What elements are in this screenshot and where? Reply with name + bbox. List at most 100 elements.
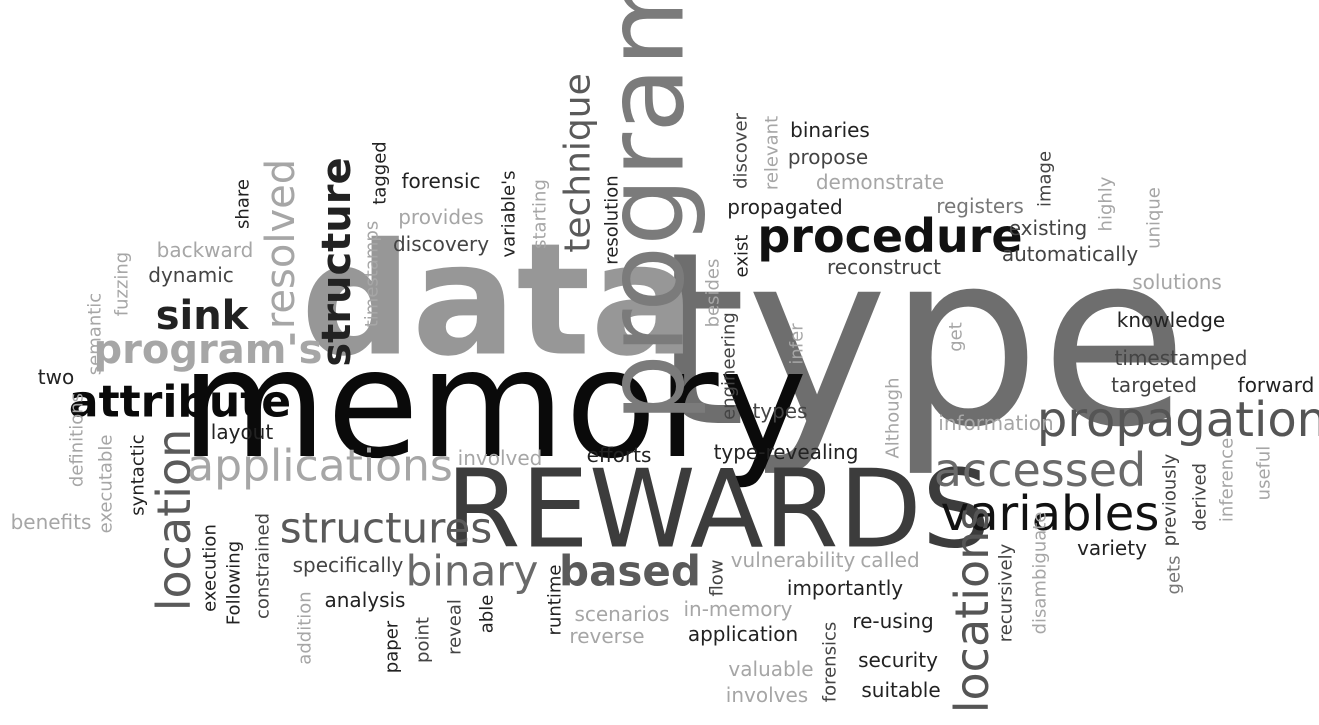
word-get: get: [946, 322, 967, 352]
word-vulnerability: vulnerability: [731, 548, 856, 572]
word-infer: infer: [787, 323, 808, 365]
word-provides: provides: [398, 205, 484, 229]
word-in-memory: in-memory: [683, 597, 792, 621]
word-following: Following: [224, 541, 245, 625]
word-based: based: [559, 547, 701, 596]
word-program-s: program's: [94, 327, 323, 373]
word-application: application: [688, 622, 798, 646]
word-structure: structure: [314, 157, 360, 366]
word-scenarios: scenarios: [574, 602, 669, 626]
word-reverse: reverse: [569, 624, 644, 648]
word-syntactic: syntactic: [128, 434, 149, 515]
word-flow: flow: [707, 559, 728, 596]
word-derived: derived: [1190, 463, 1211, 531]
word-accessed: accessed: [934, 443, 1147, 497]
word-although: Although: [883, 377, 904, 458]
word-called: called: [860, 548, 919, 572]
word-sink: sink: [156, 293, 250, 339]
word-reveal: reveal: [445, 599, 466, 655]
word-involves: involves: [726, 683, 808, 707]
word-definitions: definitions: [67, 393, 88, 487]
word-memory: memory: [181, 318, 808, 492]
word-highly: highly: [1096, 176, 1117, 231]
word-resolution: resolution: [602, 175, 623, 264]
word-useful: useful: [1254, 446, 1275, 501]
word-specifically: specifically: [293, 553, 404, 577]
word-semantic: semantic: [85, 293, 106, 375]
word-discover: discover: [731, 112, 752, 188]
word-unique: unique: [1144, 187, 1165, 249]
word-information: information: [938, 411, 1053, 435]
word-solutions: solutions: [1132, 270, 1222, 294]
word-existing: existing: [1009, 216, 1088, 240]
word-variable-s: variable's: [499, 171, 520, 258]
word-disambiguate: disambiguate: [1030, 512, 1051, 635]
word-share: share: [233, 179, 254, 229]
word-engineering: engineering: [719, 312, 740, 420]
word-propagation: propagation: [1037, 392, 1319, 448]
word-variables: variables: [941, 486, 1160, 542]
word-structures: structures: [280, 504, 492, 553]
word-previously: previously: [1160, 453, 1181, 546]
word-registers: registers: [936, 194, 1024, 218]
word-demonstrate: demonstrate: [816, 170, 944, 194]
word-two: two: [38, 365, 74, 389]
word-knowledge: knowledge: [1117, 308, 1225, 332]
word-variety: variety: [1077, 536, 1147, 560]
word-inference: inference: [1217, 438, 1238, 522]
word-runtime: runtime: [545, 565, 566, 636]
word-analysis: analysis: [325, 588, 406, 612]
word-executable: executable: [96, 435, 117, 534]
word-types: types: [752, 399, 807, 423]
word-targeted: targeted: [1111, 373, 1197, 397]
word-type: type: [652, 200, 1188, 480]
word-relevant: relevant: [762, 116, 783, 190]
word-tagged: tagged: [370, 141, 391, 204]
word-layout: layout: [211, 420, 274, 444]
word-data: data: [301, 210, 695, 391]
word-involved: involved: [458, 446, 543, 470]
word-addition: addition: [295, 591, 316, 664]
word-discovery: discovery: [393, 232, 489, 256]
word-importantly: importantly: [787, 576, 903, 600]
word-applications: applications: [187, 441, 453, 492]
word-recursively: recursively: [996, 543, 1017, 642]
word-starting: starting: [530, 179, 551, 249]
word-rewards: REWARDS: [446, 448, 991, 573]
word-backward: backward: [157, 238, 254, 262]
word-forward: forward: [1238, 373, 1315, 397]
word-execution: execution: [200, 524, 221, 612]
word-locations: locations: [945, 507, 999, 713]
word-propose: propose: [788, 145, 868, 169]
word-valuable: valuable: [728, 657, 813, 681]
word-timestamps: timestamps: [362, 221, 383, 327]
word-location: location: [147, 429, 201, 612]
word-able: able: [477, 595, 498, 634]
word-propagated: propagated: [727, 195, 842, 219]
word-paper: paper: [382, 620, 403, 673]
word-image: image: [1035, 151, 1056, 207]
word-gets: gets: [1164, 556, 1185, 595]
word-program: program: [584, 0, 709, 423]
word-fuzzing: fuzzing: [112, 252, 133, 316]
word-besides: besides: [703, 259, 724, 328]
word-security: security: [858, 648, 938, 672]
word-binary: binary: [406, 547, 539, 596]
word-binaries: binaries: [790, 118, 870, 142]
word-attribute: attribute: [69, 377, 291, 428]
word-technique: technique: [558, 73, 599, 253]
word-constrained: constrained: [253, 513, 274, 619]
word-automatically: automatically: [1002, 242, 1139, 266]
word-procedure: procedure: [757, 209, 1022, 263]
word-point: point: [413, 617, 434, 663]
word-reconstruct: reconstruct: [827, 255, 941, 279]
word-forensics: forensics: [820, 622, 841, 703]
word-benefits: benefits: [11, 510, 92, 534]
word-forensic: forensic: [401, 169, 480, 193]
word-efforts: efforts: [587, 443, 652, 467]
word-type-revealing: type-revealing: [714, 440, 859, 464]
word-resolved: resolved: [258, 159, 304, 329]
word-timestamped: timestamped: [1115, 346, 1248, 370]
word-dynamic: dynamic: [148, 263, 234, 287]
